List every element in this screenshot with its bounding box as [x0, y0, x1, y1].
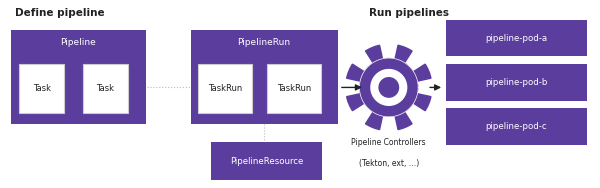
- Polygon shape: [378, 77, 400, 98]
- FancyBboxPatch shape: [198, 64, 252, 113]
- Polygon shape: [360, 59, 418, 116]
- FancyBboxPatch shape: [11, 30, 146, 124]
- Text: (Tekton, ext, …): (Tekton, ext, …): [359, 159, 419, 168]
- Text: pipeline-pod-b: pipeline-pod-b: [485, 78, 547, 87]
- FancyBboxPatch shape: [446, 64, 587, 101]
- FancyBboxPatch shape: [446, 20, 587, 56]
- Text: Pipeline: Pipeline: [60, 38, 96, 47]
- Polygon shape: [347, 45, 431, 130]
- FancyBboxPatch shape: [446, 108, 587, 145]
- FancyBboxPatch shape: [19, 64, 64, 113]
- FancyBboxPatch shape: [267, 64, 321, 113]
- Text: PipelineResource: PipelineResource: [230, 157, 304, 166]
- FancyBboxPatch shape: [83, 64, 128, 113]
- Polygon shape: [371, 70, 407, 105]
- Text: Task: Task: [33, 84, 50, 93]
- Text: Run pipelines: Run pipelines: [369, 8, 449, 17]
- FancyBboxPatch shape: [211, 142, 322, 180]
- Text: PipelineRun: PipelineRun: [238, 38, 290, 47]
- Text: Pipeline Controllers: Pipeline Controllers: [352, 138, 426, 147]
- Text: pipeline-pod-c: pipeline-pod-c: [485, 122, 547, 131]
- Text: Task: Task: [96, 84, 114, 93]
- Text: TaskRun: TaskRun: [208, 84, 242, 93]
- Text: TaskRun: TaskRun: [277, 84, 311, 93]
- Polygon shape: [379, 78, 398, 97]
- Text: Define pipeline: Define pipeline: [15, 8, 104, 17]
- Text: pipeline-pod-a: pipeline-pod-a: [485, 34, 547, 43]
- FancyBboxPatch shape: [191, 30, 338, 124]
